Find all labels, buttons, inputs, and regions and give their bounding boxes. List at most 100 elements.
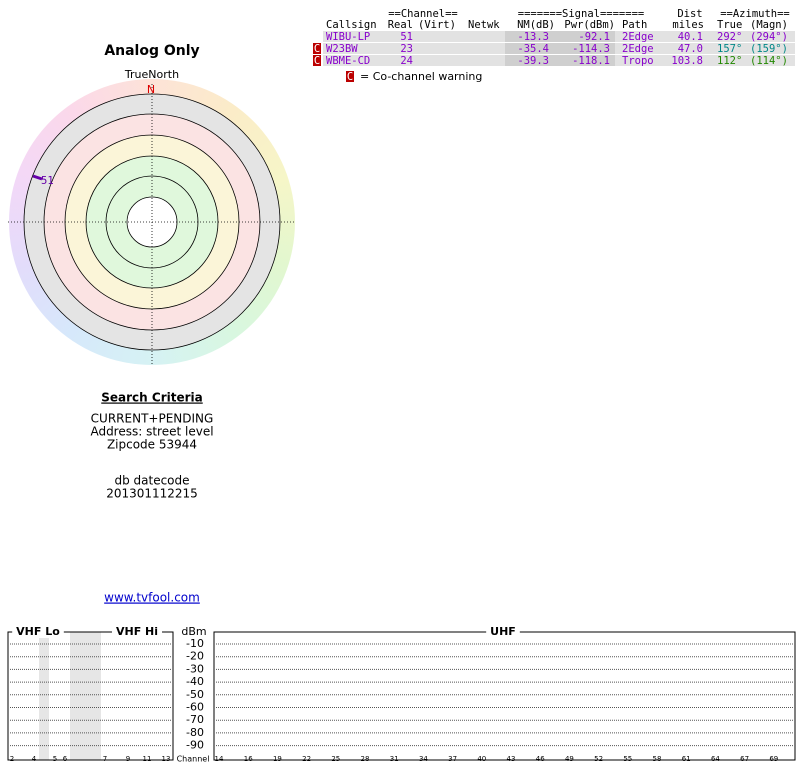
column-header: miles xyxy=(672,19,704,31)
channel-label: 67 xyxy=(740,755,749,763)
channel-label: 61 xyxy=(682,755,691,763)
channel-label: 13 xyxy=(162,755,171,763)
cell-pwr: -118.1 xyxy=(572,55,610,67)
channel-label: 25 xyxy=(331,755,340,763)
group-header: Dist xyxy=(677,8,702,20)
channel-label: 55 xyxy=(623,755,632,763)
legend-box xyxy=(346,71,354,82)
column-header: Pwr(dBm) xyxy=(564,19,615,31)
cell-dist: 40.1 xyxy=(678,31,703,43)
column-header: Real xyxy=(388,19,413,31)
band-chart xyxy=(7,631,796,761)
channel-label: 4 xyxy=(32,755,37,763)
channel-label: 7 xyxy=(103,755,107,763)
channel-label: 19 xyxy=(273,755,282,763)
site-link[interactable]: www.tvfool.com xyxy=(104,591,200,605)
db-label: db datecode xyxy=(114,474,189,488)
channel-label: 5 xyxy=(53,755,57,763)
channel-label: 22 xyxy=(302,755,311,763)
db-value: 201301112215 xyxy=(106,487,198,501)
channel-label: 31 xyxy=(390,755,399,763)
station-marker-label: 51 xyxy=(41,175,54,187)
channel-label: 9 xyxy=(126,755,130,763)
criteria-title: Search Criteria xyxy=(101,391,202,405)
legend-mark: C xyxy=(347,71,353,83)
channel-label: 28 xyxy=(361,755,370,763)
level-label: -80 xyxy=(186,726,204,739)
criteria-line: Address: street level xyxy=(90,425,213,439)
level-label: -20 xyxy=(186,650,204,663)
cell-nm: -13.3 xyxy=(517,31,549,43)
band-label-bg xyxy=(12,626,64,638)
column-header: True xyxy=(717,19,742,31)
signal-bg xyxy=(505,43,615,54)
channel-label: 16 xyxy=(244,755,253,763)
cell-callsign: WBME-CD xyxy=(326,55,370,67)
cell-nm: -35.4 xyxy=(517,43,549,55)
cell-az-true: 157° xyxy=(717,43,742,55)
channel-label: 64 xyxy=(711,755,720,763)
group-header: ==Azimuth== xyxy=(720,8,790,20)
channel-label: 52 xyxy=(594,755,603,763)
column-header: (Magn) xyxy=(750,19,788,31)
band-label: UHF xyxy=(490,625,516,638)
cell-nm: -39.3 xyxy=(517,55,549,67)
cell-real: 24 xyxy=(400,55,413,67)
cell-pwr: -92.1 xyxy=(578,31,610,43)
level-label: -10 xyxy=(186,637,204,650)
cell-az-magn: (159°) xyxy=(750,43,788,55)
channel-label: 40 xyxy=(477,755,486,763)
channel-label: 69 xyxy=(769,755,778,763)
cell-path: Tropo xyxy=(622,55,654,67)
channel-label: 6 xyxy=(63,755,68,763)
channel-label: 58 xyxy=(653,755,662,763)
channel-label: 11 xyxy=(143,755,152,763)
group-header: =======Signal======= xyxy=(518,8,644,20)
column-header: Callsign xyxy=(326,19,377,31)
cell-real: 51 xyxy=(400,31,413,43)
cell-dist: 103.8 xyxy=(671,55,703,67)
warning-mark: C xyxy=(314,55,320,67)
cell-callsign: WIBU-LP xyxy=(326,31,370,43)
band-label: VHF Hi xyxy=(116,625,158,638)
title: Analog Only xyxy=(104,43,199,59)
channel-label: 34 xyxy=(419,755,428,763)
group-header: ==Channel== xyxy=(388,8,458,20)
band-label-bg xyxy=(111,626,163,638)
north-mark: N xyxy=(147,83,155,96)
level-label: -70 xyxy=(186,713,204,726)
channel-axis-label: Channel xyxy=(177,755,210,764)
level-label: -60 xyxy=(186,701,204,714)
cell-path: 2Edge xyxy=(622,43,654,55)
channel-label: 49 xyxy=(565,755,574,763)
cell-real: 23 xyxy=(400,43,413,55)
channel-label: 37 xyxy=(448,755,457,763)
band-label: VHF Lo xyxy=(16,625,60,638)
cell-az-magn: (114°) xyxy=(750,55,788,67)
warning-mark: C xyxy=(314,43,320,55)
cell-dist: 47.0 xyxy=(678,43,703,55)
cell-callsign: W23BW xyxy=(326,43,358,55)
warning-box xyxy=(313,55,321,66)
cell-az-magn: (294°) xyxy=(750,31,788,43)
level-label: -90 xyxy=(186,739,204,752)
column-header: NM(dB) xyxy=(517,19,555,31)
unit-label: dBm xyxy=(181,625,206,638)
signal-bg xyxy=(505,55,615,66)
criteria-line: CURRENT+PENDING xyxy=(91,412,214,426)
column-header: Path xyxy=(622,19,647,31)
channel-label: 46 xyxy=(536,755,545,763)
cell-az-true: 112° xyxy=(717,55,742,67)
polar-plot xyxy=(8,84,296,366)
north-label: TrueNorth xyxy=(124,68,179,81)
cell-az-true: 292° xyxy=(717,31,742,43)
channel-label: 2 xyxy=(10,755,14,763)
cell-path: 2Edge xyxy=(622,31,654,43)
level-label: -30 xyxy=(186,662,204,675)
legend-text: = Co-channel warning xyxy=(360,70,482,83)
criteria-line: Zipcode 53944 xyxy=(107,438,197,452)
band-label-bg xyxy=(486,626,520,638)
warning-box xyxy=(313,43,321,54)
